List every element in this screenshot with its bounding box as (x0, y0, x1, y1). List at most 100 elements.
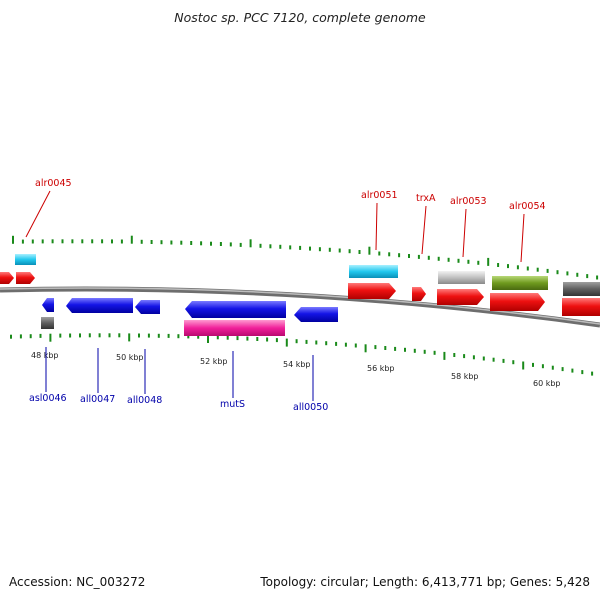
scale-label: 50 kbp (116, 353, 144, 362)
tick-mark (289, 245, 292, 250)
tick-mark (138, 333, 140, 338)
tick-mark (433, 350, 436, 355)
tick-mark (561, 367, 564, 372)
tick-mark (335, 341, 338, 346)
tick-mark (305, 339, 308, 344)
tick-mark (404, 347, 406, 352)
tick-mark (219, 242, 222, 246)
reverse-cds-arrow (294, 307, 338, 322)
reverse-cds-arrow (42, 298, 54, 312)
tick-mark (532, 362, 534, 367)
tick-mark (482, 356, 485, 361)
tick-mark (348, 249, 351, 254)
tick-mark (98, 333, 101, 338)
reverse-cds-arrow (66, 298, 133, 313)
tick-mark (398, 253, 401, 258)
tick-mark (111, 239, 113, 244)
tick-mark (216, 335, 219, 340)
gene-label: asl0046 (29, 393, 67, 404)
magenta-feature-box (184, 320, 285, 336)
tick-mark (437, 256, 440, 261)
tick-mark (447, 257, 450, 262)
genome-backbone-highlight (0, 287, 600, 325)
tick-mark (507, 264, 509, 269)
tick-mark (10, 334, 12, 339)
gene-leader-line (421, 205, 427, 255)
gene-label: alr0051 (361, 190, 398, 201)
forward-cds-arrow (490, 293, 545, 311)
tick-mark (200, 241, 203, 246)
tick-mark (512, 360, 515, 365)
gene-labels: alr0045 alr0051 trxA alr0053 alr0054 asl0046 a… (25, 178, 546, 413)
tick-mark (81, 239, 84, 244)
tick-mark (443, 351, 446, 360)
tick-mark (29, 334, 32, 339)
tick-mark (226, 335, 229, 340)
reverse-cds-arrow (185, 301, 286, 318)
tick-mark (51, 239, 54, 244)
tick-mark (101, 239, 104, 244)
tick-mark (69, 333, 72, 338)
accession-label: Accession: NC_003272 (9, 575, 146, 589)
tick-mark (408, 254, 410, 258)
tick-mark (556, 270, 559, 275)
tick-mark (19, 334, 22, 339)
tick-mark (88, 333, 91, 338)
tick-mark (522, 361, 525, 370)
forward-cds-arrow (0, 272, 14, 284)
tick-mark (318, 247, 321, 252)
gene-label: alr0054 (509, 201, 546, 212)
tick-mark (59, 333, 62, 338)
tick-mark (190, 241, 193, 245)
tick-mark (269, 244, 272, 249)
scale-labels: 48 kbp 50 kbp 52 kbp 54 kbp 56 kbp 58 kbp 60 k… (31, 351, 561, 388)
gray-feature-box (438, 271, 485, 284)
tick-mark (295, 339, 298, 344)
tick-mark (12, 235, 14, 244)
tick-mark (368, 246, 371, 255)
tick-mark (502, 358, 505, 363)
tick-mark (160, 240, 163, 245)
tick-mark (325, 341, 328, 346)
tick-mark (207, 335, 209, 343)
gene-label: all0047 (80, 394, 115, 405)
tick-mark (170, 240, 173, 245)
tick-mark (167, 333, 170, 338)
tick-mark (120, 239, 123, 244)
tick-mark (354, 343, 357, 348)
tick-mark (541, 364, 544, 369)
tick-mark (388, 252, 391, 257)
tick-mark (576, 272, 579, 277)
cyan-feature-box (15, 254, 36, 265)
tick-mark (472, 355, 475, 360)
tick-mark (279, 244, 282, 249)
reverse-cds-arrow (135, 300, 160, 314)
gene-leader-line (25, 190, 51, 238)
gene-leader-line (520, 213, 525, 263)
tick-mark (338, 248, 341, 253)
tick-mark (249, 239, 252, 248)
tick-mark (147, 333, 150, 338)
gene-label: mutS (220, 399, 245, 410)
tick-mark (492, 357, 495, 362)
tick-mark (180, 240, 183, 245)
tick-mark (487, 257, 490, 266)
tick-mark (91, 239, 94, 244)
cyan-feature-box (349, 265, 398, 278)
tick-mark (130, 235, 133, 244)
tick-mark (328, 247, 331, 252)
tick-mark (571, 368, 574, 373)
tick-mark (315, 340, 318, 345)
tick-mark (275, 338, 278, 343)
tick-mark (285, 338, 288, 347)
scale-label: 52 kbp (200, 357, 228, 366)
tick-mark (140, 239, 143, 244)
tick-mark (61, 239, 64, 244)
tick-mark (259, 243, 262, 248)
tick-mark (394, 346, 397, 351)
tick-mark (581, 370, 584, 375)
tick-mark (497, 263, 500, 267)
tick-mark (423, 349, 426, 354)
tick-mark (591, 371, 594, 376)
tick-mark (49, 333, 52, 342)
